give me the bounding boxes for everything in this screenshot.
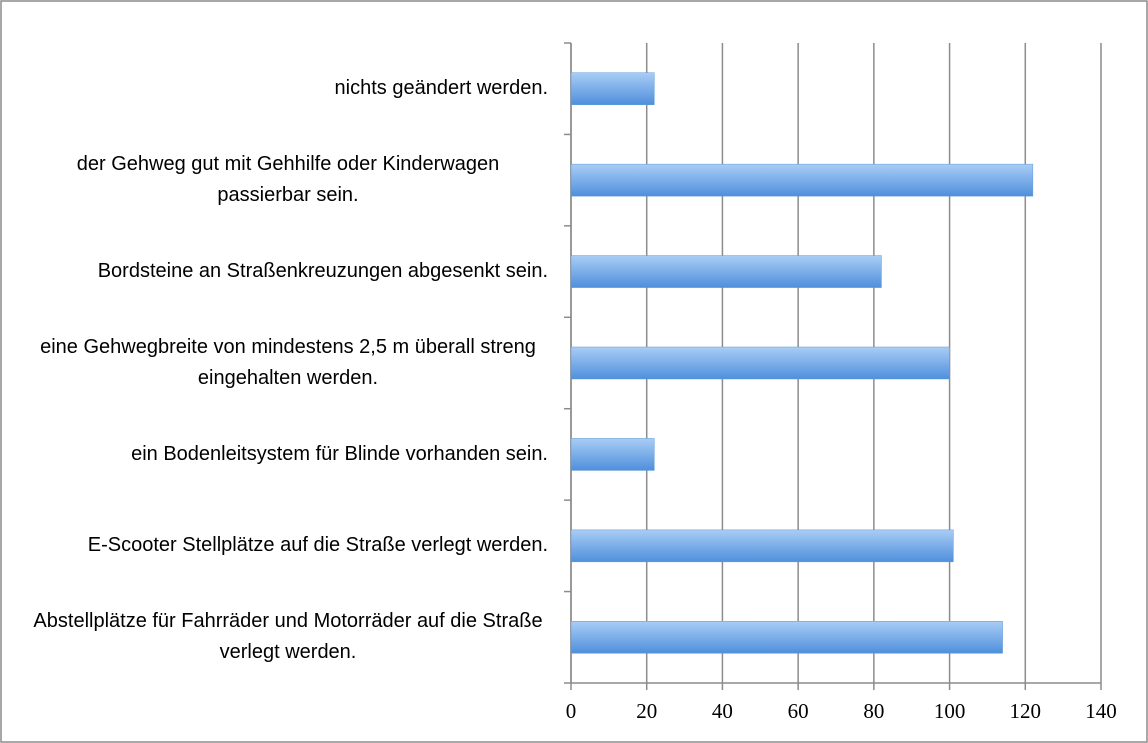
x-tick-label: 100 <box>934 699 966 723</box>
y-tick-label-box: eine Gehwegbreite von mindestens 2,5 m ü… <box>10 317 548 408</box>
bar <box>570 163 1034 197</box>
y-tick-label-box: der Gehweg gut mit Gehhilfe oder Kinderw… <box>10 134 548 225</box>
y-tick-label-box: E-Scooter Stellplätze auf die Straße ver… <box>10 500 548 591</box>
x-tick-label: 20 <box>636 699 657 723</box>
y-tick-label: eine Gehwegbreite von mindestens 2,5 m ü… <box>40 335 536 389</box>
bar <box>570 621 1003 654</box>
y-tick-label-box: Abstellplätze für Fahrräder und Motorräd… <box>10 592 548 683</box>
y-tick-label: E-Scooter Stellplätze auf die Straße ver… <box>87 534 548 557</box>
bar <box>570 346 950 380</box>
y-tick-label-box: ein Bodenleitsystem für Blinde vorhanden… <box>10 409 548 500</box>
bar <box>570 438 655 471</box>
y-tick-label: Abstellplätze für Fahrräder und Motorräd… <box>33 610 543 664</box>
y-tick-label: der Gehweg gut mit Gehhilfe oder Kinderw… <box>76 152 500 206</box>
x-tick-label: 40 <box>712 699 733 723</box>
bar <box>570 529 954 563</box>
y-tick-label-box: Bordsteine an Straßenkreuzungen abgesenk… <box>10 226 548 317</box>
x-tick-label: 80 <box>863 699 884 723</box>
bar <box>570 72 655 105</box>
x-tick-label: 0 <box>566 699 577 723</box>
x-tick-label: 120 <box>1010 699 1042 723</box>
bar <box>570 255 882 288</box>
x-tick-label: 60 <box>788 699 809 723</box>
y-tick-label: Bordsteine an Straßenkreuzungen abgesenk… <box>97 259 548 282</box>
y-tick-label: nichts geändert werden. <box>334 77 548 99</box>
y-tick-label-box: nichts geändert werden. <box>10 43 548 134</box>
x-tick-label: 140 <box>1085 699 1117 723</box>
y-tick-label: ein Bodenleitsystem für Blinde vorhanden… <box>131 442 548 465</box>
